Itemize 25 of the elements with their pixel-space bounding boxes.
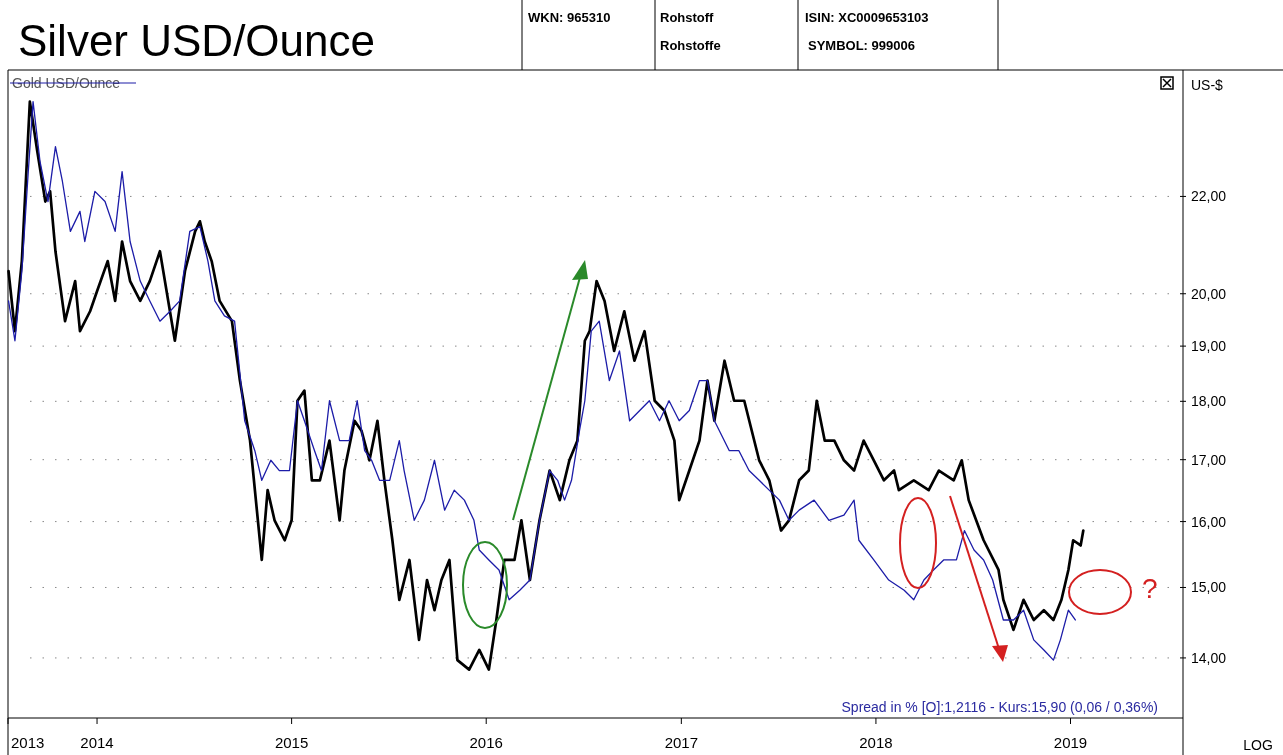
y-axis-title: US-$ (1191, 77, 1224, 93)
annotation: ? (1142, 573, 1158, 604)
annotation: Spread in % [O]:1,2116 - Kurs:15,90 (0,06 / 0,36%) (841, 699, 1158, 715)
chart-title: Silver USD/Ounce (18, 16, 376, 65)
x-tick-label: 2017 (664, 734, 699, 751)
x-tick-label: 2015 (274, 734, 309, 751)
x-tick-label: 2018 (859, 734, 893, 751)
text: ISIN: XC0009653103 (805, 10, 929, 25)
y-tick-label: 15,00 (1191, 579, 1227, 596)
text: LOG (1243, 737, 1273, 753)
text: Rohstoff (660, 10, 715, 25)
text: WKN: 965310 (528, 10, 611, 25)
y-tick-label: 20,00 (1191, 285, 1227, 302)
text: SYMBOL: 999006 (808, 38, 915, 53)
x-tick-label: 2016 (469, 734, 503, 751)
text: Rohstoffe (660, 38, 721, 53)
y-tick-label: 18,00 (1191, 393, 1227, 410)
y-tick-label: 17,00 (1191, 451, 1227, 468)
x-tick-label: 2019 (1053, 734, 1088, 751)
y-tick-label: 22,00 (1191, 188, 1227, 205)
y-tick-label: 14,00 (1191, 649, 1227, 666)
y-tick-label: 16,00 (1191, 513, 1227, 530)
y-tick-label: 19,00 (1191, 338, 1227, 355)
x-tick-label: 2014 (80, 734, 114, 751)
x-tick-label: 2013 (11, 734, 45, 751)
